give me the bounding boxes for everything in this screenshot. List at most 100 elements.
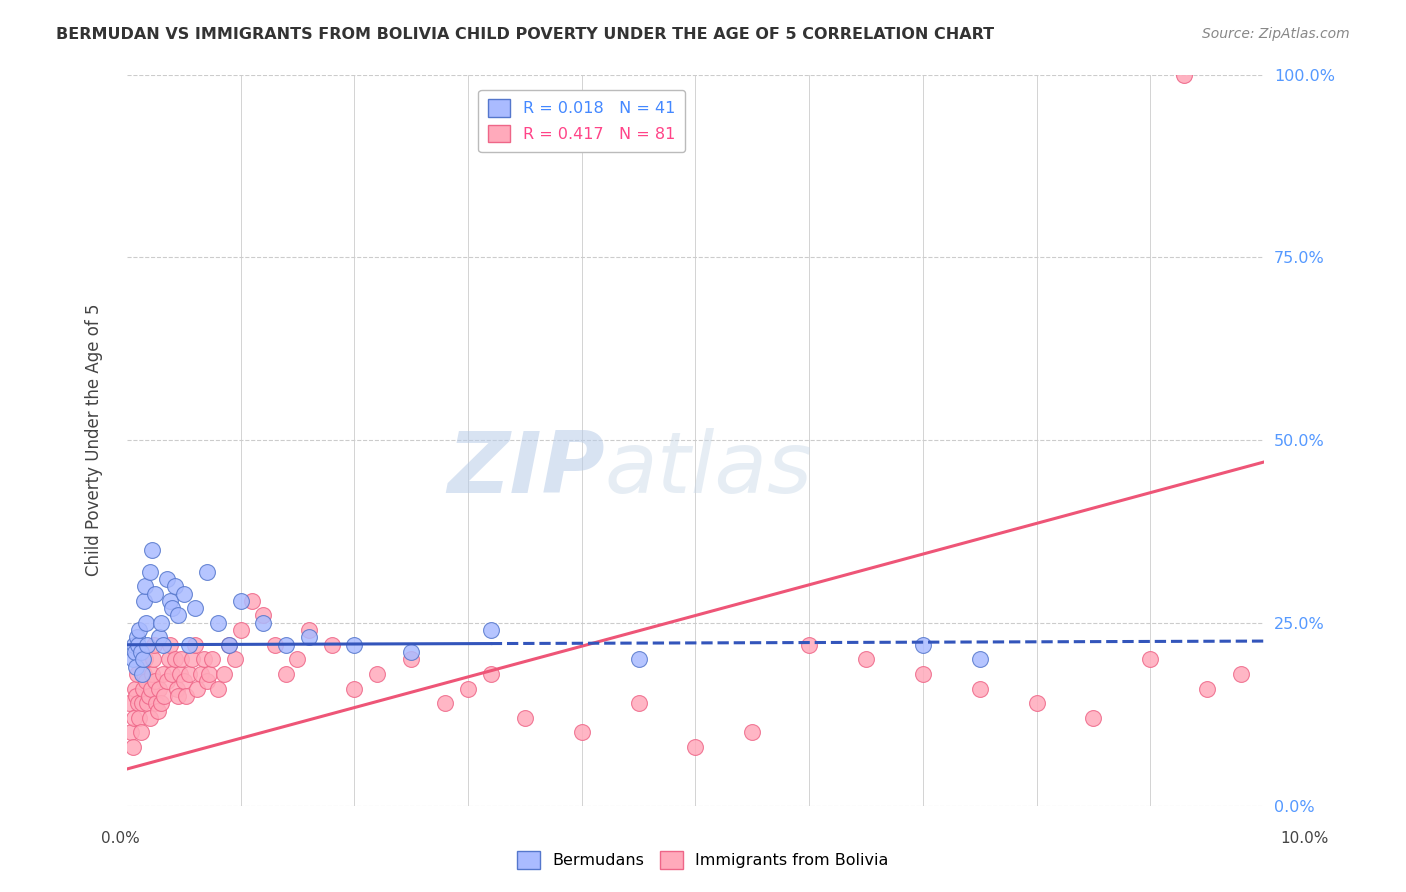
- Point: [136, 638, 159, 652]
- Point: [1197, 681, 1219, 696]
- Point: [479, 667, 502, 681]
- Point: [138, 565, 160, 579]
- Point: [184, 638, 207, 652]
- Point: [229, 623, 252, 637]
- Point: [197, 667, 219, 681]
- Point: [399, 645, 422, 659]
- Text: ZIP: ZIP: [447, 428, 605, 511]
- Point: [287, 652, 309, 666]
- Text: BERMUDAN VS IMMIGRANTS FROM BOLIVIA CHILD POVERTY UNDER THE AGE OF 5 CORRELATION: BERMUDAN VS IMMIGRANTS FROM BOLIVIA CHIL…: [56, 27, 994, 42]
- Point: [1025, 696, 1047, 710]
- Point: [186, 681, 208, 696]
- Point: [741, 725, 763, 739]
- Point: [218, 638, 240, 652]
- Point: [135, 674, 157, 689]
- Point: [146, 704, 169, 718]
- Point: [212, 667, 235, 681]
- Point: [274, 667, 297, 681]
- Point: [156, 674, 179, 689]
- Point: [132, 681, 155, 696]
- Point: [127, 667, 149, 681]
- Point: [128, 711, 150, 725]
- Point: [252, 608, 274, 623]
- Point: [152, 638, 174, 652]
- Legend: Bermudans, Immigrants from Bolivia: Bermudans, Immigrants from Bolivia: [510, 845, 896, 875]
- Point: [125, 689, 148, 703]
- Point: [170, 652, 193, 666]
- Point: [148, 681, 170, 696]
- Point: [157, 652, 180, 666]
- Point: [150, 696, 173, 710]
- Point: [627, 696, 650, 710]
- Point: [179, 638, 201, 652]
- Point: [131, 667, 153, 681]
- Point: [911, 667, 934, 681]
- Point: [118, 696, 141, 710]
- Point: [207, 681, 229, 696]
- Point: [162, 601, 184, 615]
- Point: [911, 638, 934, 652]
- Point: [128, 623, 150, 637]
- Point: [513, 711, 536, 725]
- Point: [145, 696, 167, 710]
- Point: [343, 681, 366, 696]
- Point: [131, 696, 153, 710]
- Text: Source: ZipAtlas.com: Source: ZipAtlas.com: [1202, 27, 1350, 41]
- Y-axis label: Child Poverty Under the Age of 5: Child Poverty Under the Age of 5: [86, 304, 103, 576]
- Point: [127, 631, 149, 645]
- Point: [180, 652, 202, 666]
- Point: [399, 652, 422, 666]
- Point: [159, 594, 181, 608]
- Point: [274, 638, 297, 652]
- Point: [121, 740, 143, 755]
- Point: [143, 674, 166, 689]
- Point: [195, 674, 218, 689]
- Point: [1139, 652, 1161, 666]
- Point: [135, 615, 157, 630]
- Point: [129, 725, 152, 739]
- Point: [1173, 68, 1195, 82]
- Point: [163, 579, 186, 593]
- Point: [159, 638, 181, 652]
- Point: [134, 579, 156, 593]
- Point: [855, 652, 877, 666]
- Point: [685, 740, 707, 755]
- Point: [124, 681, 146, 696]
- Point: [129, 645, 152, 659]
- Point: [127, 696, 149, 710]
- Point: [343, 638, 366, 652]
- Point: [229, 594, 252, 608]
- Point: [366, 667, 388, 681]
- Point: [142, 652, 165, 666]
- Point: [224, 652, 246, 666]
- Point: [321, 638, 343, 652]
- Point: [138, 711, 160, 725]
- Point: [124, 645, 146, 659]
- Point: [457, 681, 479, 696]
- Point: [166, 681, 188, 696]
- Point: [132, 594, 155, 608]
- Point: [173, 674, 195, 689]
- Point: [173, 586, 195, 600]
- Point: [434, 696, 457, 710]
- Point: [141, 667, 163, 681]
- Point: [153, 689, 176, 703]
- Point: [201, 652, 224, 666]
- Point: [190, 667, 212, 681]
- Point: [218, 638, 240, 652]
- Point: [139, 681, 162, 696]
- Point: [169, 667, 191, 681]
- Point: [125, 659, 148, 673]
- Point: [207, 615, 229, 630]
- Point: [167, 689, 190, 703]
- Point: [571, 725, 593, 739]
- Point: [179, 667, 201, 681]
- Point: [1230, 667, 1253, 681]
- Point: [174, 689, 197, 703]
- Point: [143, 586, 166, 600]
- Point: [163, 652, 186, 666]
- Point: [152, 667, 174, 681]
- Point: [141, 542, 163, 557]
- Point: [156, 572, 179, 586]
- Point: [122, 638, 145, 652]
